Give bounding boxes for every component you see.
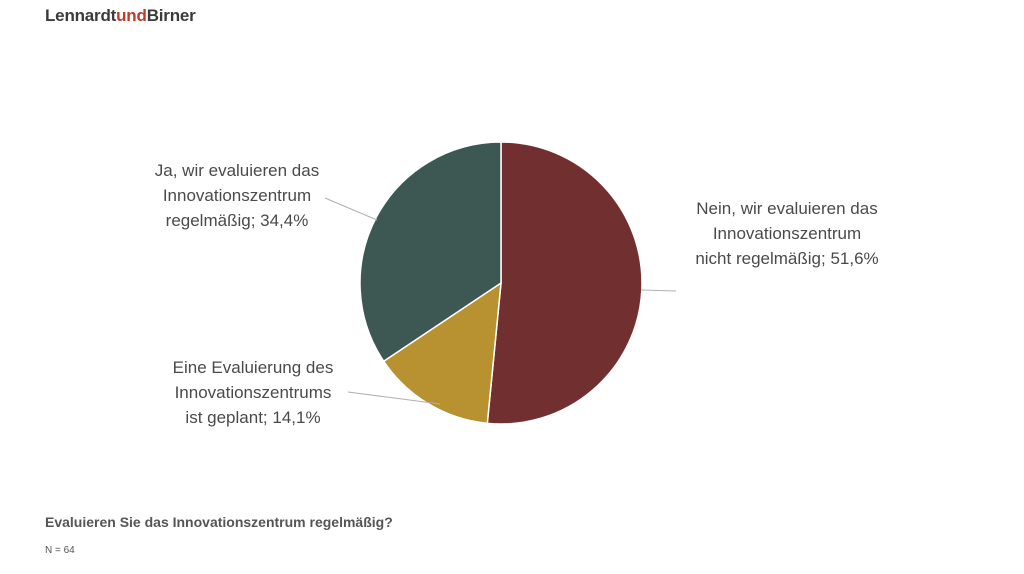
- leader-line-1: [347, 391, 441, 405]
- brand-part-3: Birner: [146, 6, 196, 25]
- slice-label-1-line-1: Innovationszentrums: [175, 383, 332, 402]
- slice-label-2-line-0: Ja, wir evaluieren das: [155, 161, 319, 180]
- slice-label-2-line-2: regelmäßig; 34,4%: [166, 211, 309, 230]
- brand-logo: LennardtundBirner: [45, 6, 196, 26]
- slice-label-1-line-0: Eine Evaluierung des: [173, 358, 334, 377]
- leader-line-2: [324, 197, 378, 221]
- slice-label-1-line-2: ist geplant; 14,1%: [185, 408, 320, 427]
- slice-label-1: Eine Evaluierung des Innovationszentrums i…: [173, 358, 334, 427]
- survey-question: Evaluieren Sie das Innovationszentrum re…: [45, 514, 393, 530]
- leader-line-0: [640, 289, 677, 292]
- slice-label-0: Nein, wir evaluieren das Innovationszentr…: [695, 199, 878, 268]
- pie-slice-0: [486, 141, 643, 425]
- slice-label-0-line-2: nicht regelmäßig; 51,6%: [695, 249, 878, 268]
- slice-label-0-line-0: Nein, wir evaluieren das: [696, 199, 877, 218]
- brand-part-1: Lennardt: [45, 6, 117, 25]
- pie-slice-2: [359, 141, 502, 363]
- slice-label-2: Ja, wir evaluieren das Innovationszentrum…: [155, 161, 319, 230]
- sample-size: N = 64: [45, 545, 75, 556]
- slice-label-0-line-1: Innovationszentrum: [713, 224, 861, 243]
- slice-label-2-line-1: Innovationszentrum: [163, 186, 311, 205]
- pie-slice-1: [382, 281, 502, 425]
- brand-part-2: und: [116, 6, 147, 25]
